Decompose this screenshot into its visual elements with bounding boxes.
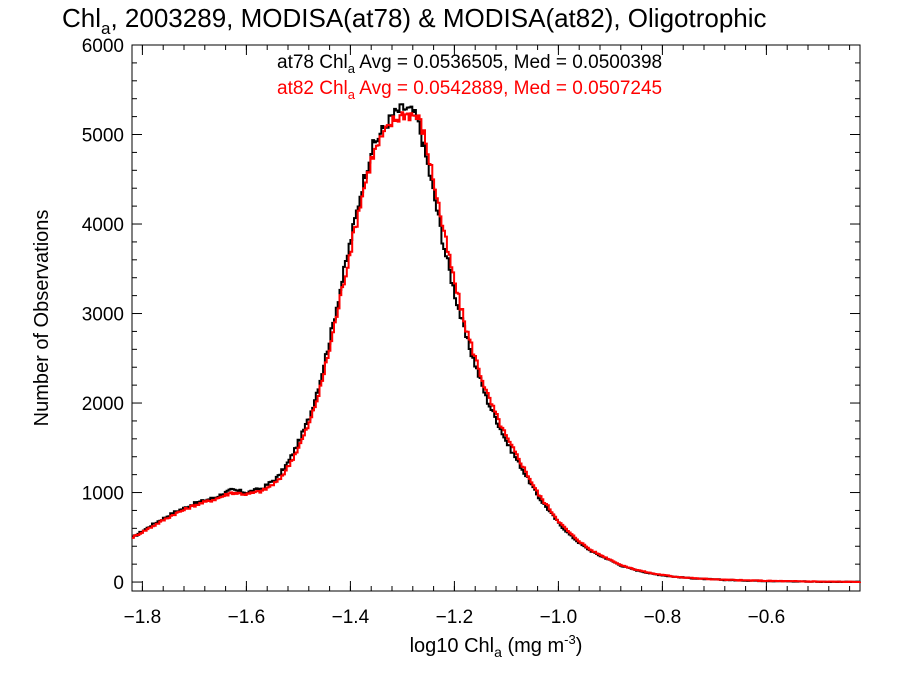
- y-tick-label: 6000: [82, 36, 124, 57]
- y-tick-label: 3000: [82, 305, 124, 326]
- y-tick-label: 5000: [82, 126, 124, 147]
- x-axis-ticks: −1.8 −1.6 −1.4 −1.2 −1.0 −0.8 −0.6: [124, 45, 851, 628]
- y-tick-label: 1000: [82, 484, 124, 505]
- series-at82-line: [132, 111, 861, 583]
- x-tick-label: −1.4: [332, 607, 370, 628]
- series-layer: [132, 103, 861, 583]
- y-axis-label: Number of Observations: [31, 210, 53, 427]
- x-axis-label: log10 Chla (mg m-3): [410, 632, 583, 660]
- y-axis-ticks: 0 1000 2000 3000 4000 5000 6000: [82, 36, 860, 594]
- legend-at82: at82 Chla Avg = 0.0542889, Med = 0.05072…: [277, 78, 662, 102]
- y-tick-label: 2000: [82, 394, 124, 415]
- x-tick-label: −1.2: [436, 607, 474, 628]
- x-tick-label: −1.0: [540, 607, 578, 628]
- y-tick-label: 0: [113, 573, 124, 594]
- y-tick-label: 4000: [82, 215, 124, 236]
- plot-frame: [131, 44, 861, 592]
- x-tick-label: −1.6: [228, 607, 266, 628]
- x-tick-label: −1.8: [124, 607, 162, 628]
- legend-at78: at78 Chla Avg = 0.0536505, Med = 0.05003…: [277, 52, 662, 76]
- chart-title: Chla, 2003289, MODISA(at78) & MODISA(at8…: [62, 3, 767, 38]
- series-at78-line: [132, 103, 861, 583]
- x-tick-label: −0.8: [644, 607, 682, 628]
- x-tick-label: −0.6: [748, 607, 786, 628]
